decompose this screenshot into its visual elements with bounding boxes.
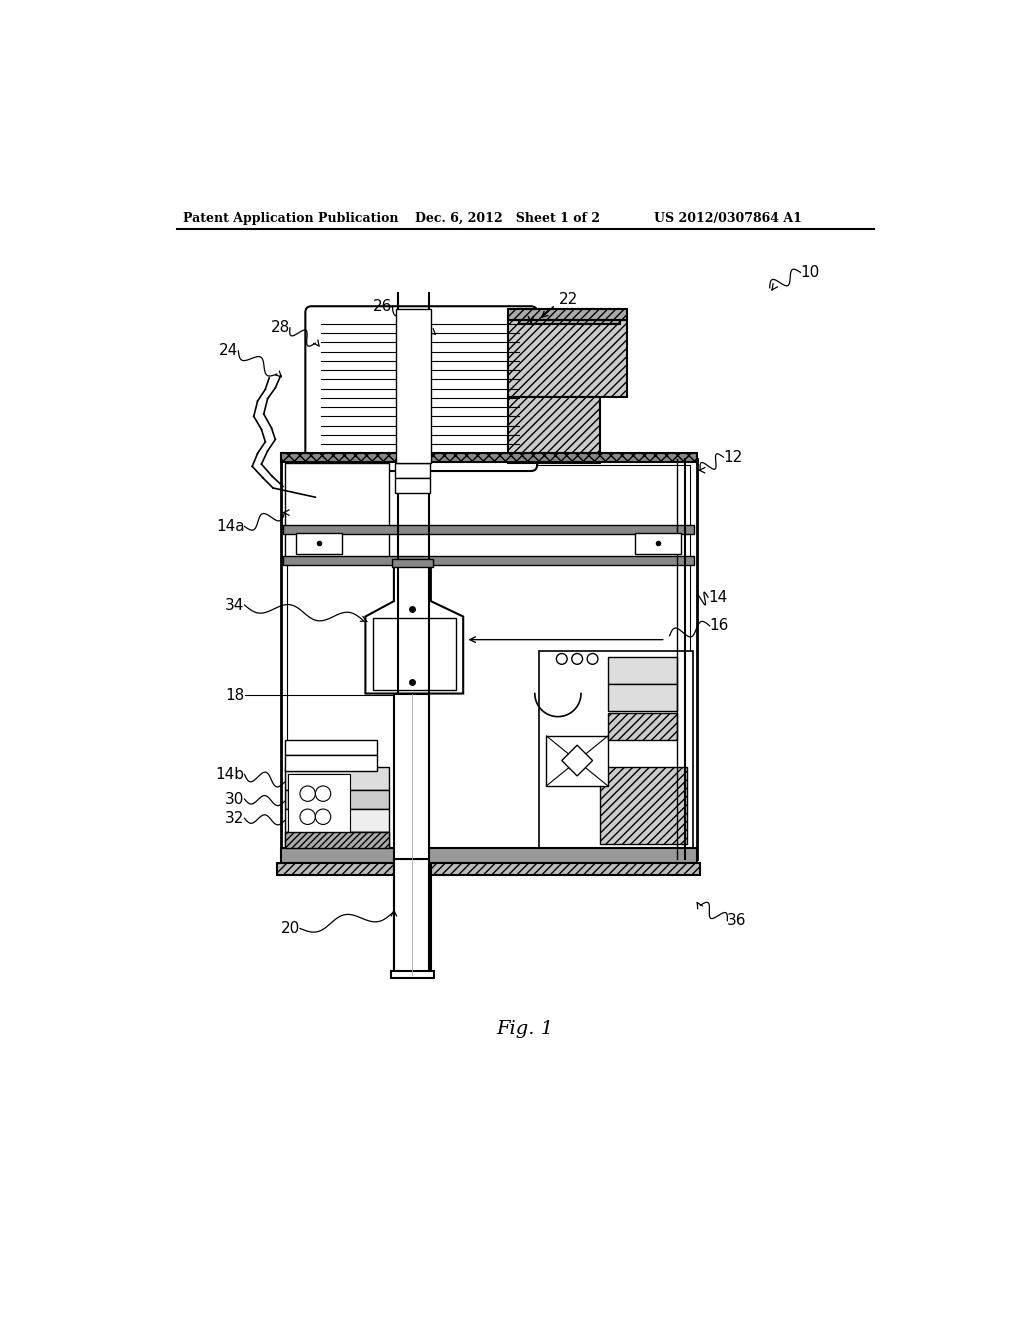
Text: 24: 24: [219, 343, 239, 359]
Bar: [283, 525, 694, 535]
Text: 30: 30: [225, 792, 245, 807]
Text: 18: 18: [225, 688, 245, 702]
Circle shape: [571, 653, 583, 664]
Bar: [391, 970, 434, 978]
Bar: [608, 657, 677, 684]
Bar: [547, 737, 608, 785]
Circle shape: [315, 809, 331, 825]
Text: 36: 36: [727, 913, 746, 928]
Text: Dec. 6, 2012   Sheet 1 of 2: Dec. 6, 2012 Sheet 1 of 2: [416, 213, 600, 224]
Bar: [285, 809, 388, 832]
Bar: [391, 558, 433, 566]
Text: US 2012/0307864 A1: US 2012/0307864 A1: [654, 213, 802, 224]
Text: 34: 34: [225, 598, 245, 612]
FancyBboxPatch shape: [305, 306, 538, 471]
Bar: [285, 755, 377, 771]
Polygon shape: [366, 565, 463, 693]
Text: Patent Application Publication: Patent Application Publication: [183, 213, 398, 224]
Text: 26: 26: [373, 298, 392, 314]
Text: 14: 14: [708, 590, 727, 605]
Text: 32: 32: [225, 810, 245, 826]
Bar: [287, 465, 690, 853]
Bar: [281, 453, 696, 462]
Bar: [635, 533, 681, 554]
Bar: [373, 618, 456, 689]
Bar: [539, 651, 692, 855]
Bar: [285, 462, 388, 562]
Text: Fig. 1: Fig. 1: [497, 1019, 553, 1038]
Circle shape: [587, 653, 598, 664]
Bar: [600, 767, 686, 843]
Bar: [285, 832, 388, 855]
Bar: [395, 462, 430, 478]
Text: 20: 20: [281, 921, 300, 936]
Bar: [281, 847, 696, 863]
Bar: [396, 309, 431, 462]
Text: 12: 12: [724, 450, 742, 465]
Bar: [394, 859, 429, 974]
Bar: [508, 309, 628, 321]
Bar: [608, 684, 677, 711]
Polygon shape: [562, 744, 593, 776]
Bar: [276, 863, 700, 875]
Circle shape: [300, 809, 315, 825]
Bar: [281, 459, 696, 859]
Bar: [283, 556, 694, 565]
Bar: [285, 767, 388, 789]
Text: 14b: 14b: [215, 767, 245, 781]
Bar: [508, 397, 600, 462]
Bar: [394, 693, 429, 859]
Bar: [285, 739, 377, 755]
Circle shape: [556, 653, 567, 664]
Bar: [519, 309, 620, 323]
Bar: [285, 789, 388, 809]
Text: 14a: 14a: [216, 519, 245, 535]
Text: 28: 28: [270, 321, 290, 335]
Circle shape: [300, 785, 315, 801]
Bar: [608, 713, 677, 739]
Bar: [289, 775, 350, 836]
Bar: [508, 321, 628, 397]
Circle shape: [315, 785, 331, 801]
Text: 16: 16: [710, 618, 729, 634]
Text: 22: 22: [559, 292, 578, 306]
Text: 10: 10: [801, 265, 819, 280]
Bar: [395, 478, 430, 494]
Bar: [285, 832, 388, 847]
Bar: [296, 533, 342, 554]
